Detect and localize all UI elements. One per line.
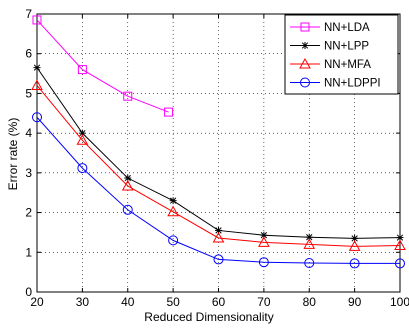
- data-point: [215, 226, 222, 234]
- y-tick-label: 5: [25, 86, 32, 100]
- data-point: [122, 204, 133, 215]
- data-point: [212, 231, 225, 243]
- data-point: [164, 107, 174, 117]
- legend-label: NN+MFA: [324, 59, 371, 71]
- legend-marker: [299, 57, 311, 69]
- star-stroke: [215, 227, 222, 234]
- x-axis-label: Reduced Dimensionality: [144, 310, 273, 324]
- legend-label: NN+LDPPI: [324, 78, 381, 90]
- legend: NN+LDA NN+LPP NN+MFA NN+LDPPI: [284, 14, 399, 95]
- x-tick-label: 20: [30, 295, 44, 309]
- data-point: [121, 179, 134, 191]
- star-stroke: [351, 235, 358, 242]
- legend-label: NN+LDA: [324, 22, 370, 34]
- legend-marker: [300, 22, 310, 32]
- series-line: [36, 85, 401, 247]
- star-stroke: [79, 129, 86, 137]
- data-point: [395, 258, 405, 269]
- series-nn-lpp: [33, 64, 404, 242]
- series-layer: [31, 15, 406, 269]
- data-point: [32, 112, 42, 123]
- star-stroke: [260, 232, 268, 239]
- legend-entry: NN+LDPPI: [290, 77, 381, 90]
- data-point: [77, 65, 87, 75]
- legend-box: [284, 14, 399, 95]
- x-tick-label: 60: [212, 295, 226, 309]
- x-tick-label: 30: [76, 295, 90, 309]
- data-point: [303, 238, 316, 249]
- data-point: [33, 64, 41, 72]
- data-point: [77, 163, 88, 174]
- x-tick-label: 70: [257, 295, 271, 309]
- series-nn-ldppi: [32, 112, 405, 269]
- series-nn-mfa: [31, 79, 406, 251]
- star-stroke: [306, 234, 313, 241]
- y-tick-label: 6: [25, 47, 32, 61]
- x-tick-label: 90: [348, 295, 362, 309]
- legend-entry: NN+LDA: [290, 22, 370, 34]
- star-stroke: [396, 234, 404, 241]
- data-point: [213, 254, 224, 265]
- axes: 20 30 40 50 60 70 80 90 100 0 1 2 3 4 5 6 7: [25, 7, 409, 309]
- data-point: [169, 197, 177, 205]
- y-tick-label: 1: [25, 245, 32, 259]
- x-tick-label: 100: [390, 295, 409, 309]
- data-point: [304, 258, 315, 269]
- legend-label: NN+LPP: [324, 41, 369, 53]
- x-tick-label: 80: [303, 295, 317, 309]
- data-point: [123, 91, 133, 101]
- legend-marker: [301, 42, 309, 49]
- y-tick-label: 0: [25, 285, 32, 299]
- y-tick-label: 2: [25, 206, 32, 220]
- data-point: [258, 257, 269, 268]
- y-axis-label: Error rate (%): [6, 118, 20, 191]
- data-point: [349, 258, 360, 269]
- legend-entry: NN+LPP: [290, 41, 369, 53]
- y-tick-label: 7: [25, 7, 32, 21]
- data-point: [32, 15, 42, 25]
- series-line: [36, 19, 169, 113]
- series-nn-lda: [32, 15, 174, 117]
- x-tick-label: 50: [166, 295, 180, 309]
- legend-entry: NN+MFA: [290, 57, 371, 71]
- data-point: [167, 205, 179, 217]
- star-stroke: [169, 197, 177, 204]
- data-point: [76, 134, 89, 145]
- data-point: [394, 239, 406, 251]
- data-point: [31, 79, 43, 90]
- data-point: [258, 236, 270, 247]
- star-stroke: [301, 42, 309, 49]
- y-tick-label: 4: [25, 126, 32, 140]
- grid-lines: [37, 14, 400, 292]
- star-stroke: [124, 174, 131, 182]
- x-tick-label: 40: [121, 295, 135, 309]
- y-tick-label: 3: [25, 166, 32, 180]
- star-stroke: [33, 64, 41, 71]
- series-line: [36, 116, 400, 264]
- data-point: [348, 240, 361, 251]
- data-point: [168, 235, 179, 246]
- legend-marker: [300, 77, 310, 88]
